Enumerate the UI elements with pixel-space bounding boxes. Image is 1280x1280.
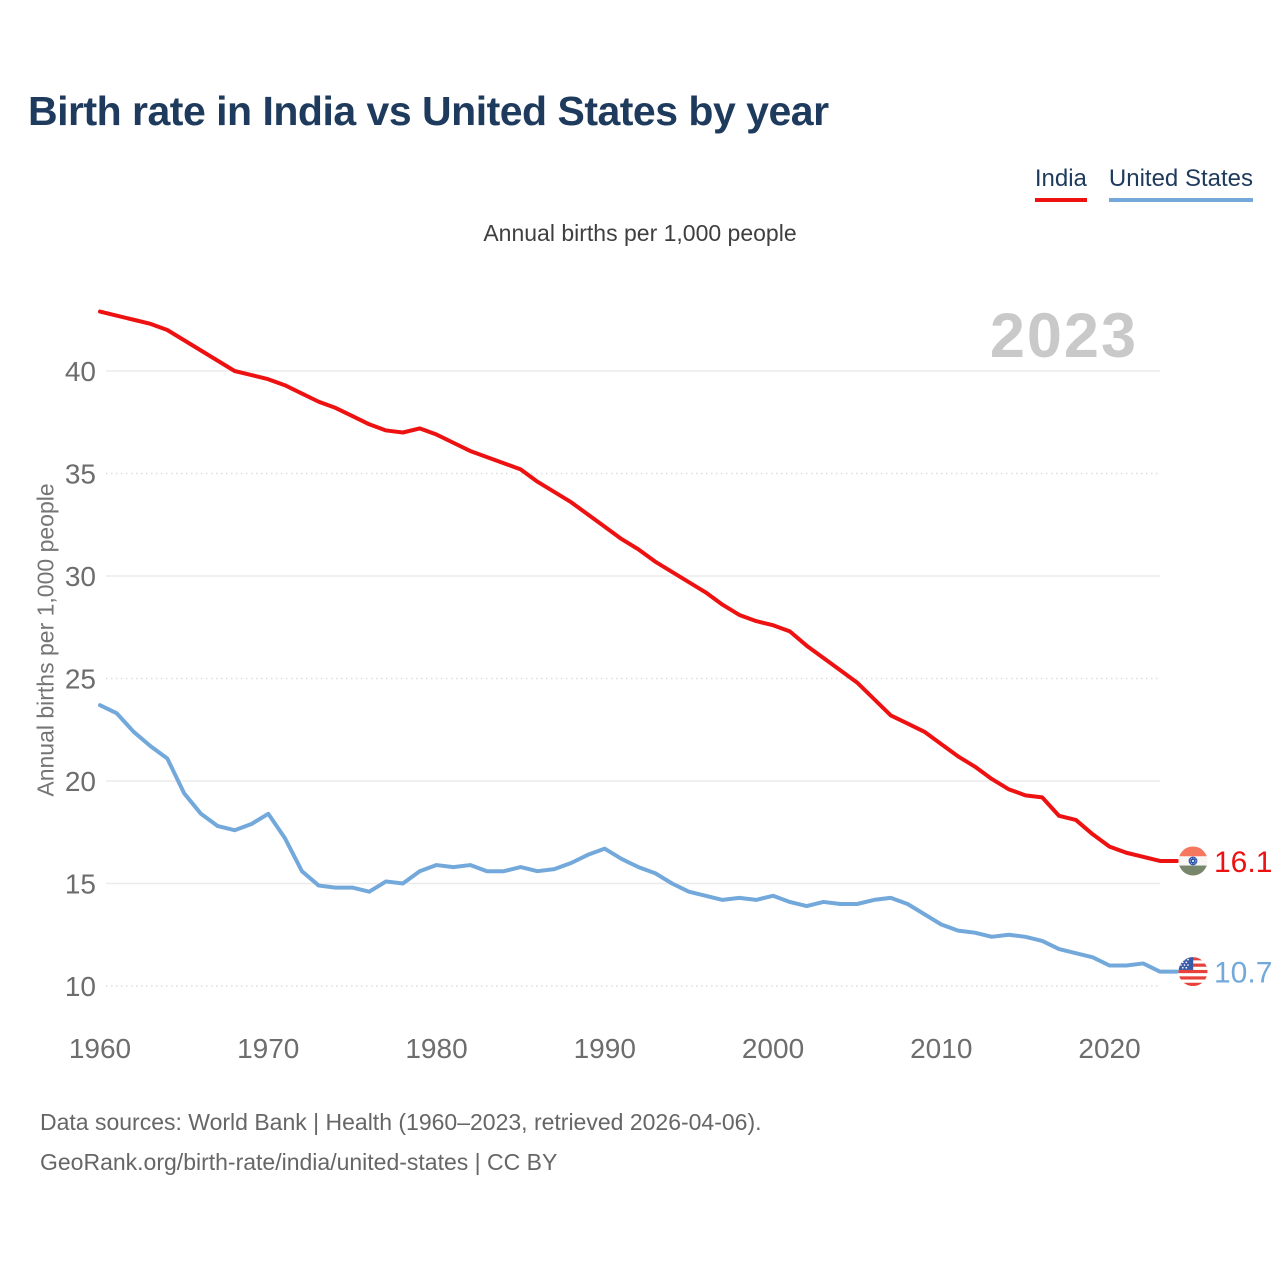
y-tick-label: 10 [65,971,96,1002]
year-watermark: 2023 [989,301,1138,371]
series-line-india[interactable] [98,309,1179,863]
legend-item-united-states[interactable]: United States [1108,165,1253,202]
united-states-end-value: 10.7 [1214,957,1272,990]
x-tick-label: 1970 [237,1033,299,1064]
y-tick-label: 40 [65,356,96,387]
x-tick-label: 1980 [405,1033,467,1064]
legend-item-india[interactable]: India [1034,165,1087,202]
y-tick-label: 20 [65,766,96,797]
x-tick-label: 2000 [742,1033,804,1064]
y-tick-label: 15 [65,869,96,900]
y-tick-label: 25 [65,664,96,695]
y-tick-label: 30 [65,561,96,592]
y-tick-label: 35 [65,459,96,490]
legend: India United States [1034,165,1253,202]
series-line-united-states[interactable] [98,703,1179,974]
footer-data-sources: Data sources: World Bank | Health (1960–… [40,1109,762,1135]
x-tick-label: 1990 [574,1033,636,1064]
gridlines [106,370,1160,987]
x-tick-label: 2020 [1078,1033,1140,1064]
page-title: Birth rate in India vs United States by … [28,88,829,134]
x-tick-label: 2010 [910,1033,972,1064]
footer-attribution-link[interactable]: GeoRank.org/birth-rate/india/united-stat… [40,1149,558,1175]
axis-tick-labels: 10 15 20 25 30 35 40 1960 1970 1980 1990 2000 2010 20… [65,356,1141,1064]
x-tick-label: 1960 [69,1033,131,1064]
india-end-value: 16.1 [1214,846,1272,879]
india-flag-icon [1178,846,1208,876]
chart-subtitle: Annual births per 1,000 people [483,220,797,246]
us-flag-icon [1178,957,1208,987]
series-lines [98,309,1179,974]
footer: Data sources: World Bank | Health (1960–… [40,1102,762,1182]
